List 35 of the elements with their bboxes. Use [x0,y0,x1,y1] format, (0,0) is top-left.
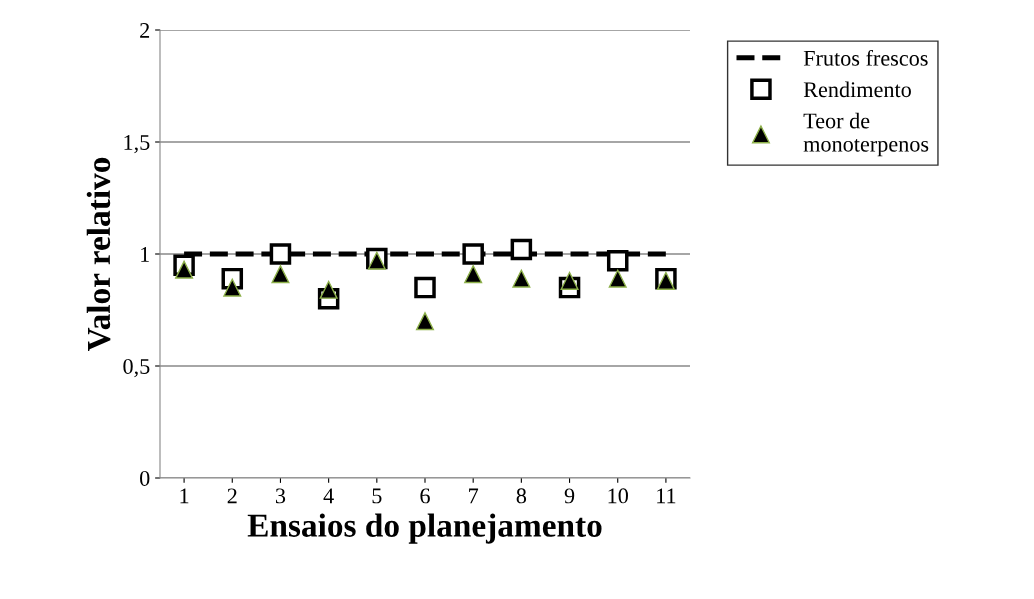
point [464,265,483,284]
x-tick-label: 7 [469,488,479,504]
x-tick-label: 11 [657,488,676,504]
x-tick-label: 6 [420,488,430,504]
x-tick-label: 8 [516,488,527,504]
y-tick-label: 2 [140,22,150,38]
x-tick-label: 2 [227,488,237,504]
point [608,269,627,288]
x-axis-title: Ensaios do planejamento [247,513,602,544]
x-tick-label: 9 [564,488,575,504]
point [510,238,533,261]
point [415,312,435,331]
x-tick-label: 10 [608,488,628,504]
point [269,243,292,265]
y-tick-label: 0 [140,470,150,486]
x-tick-label: 3 [275,488,286,504]
x-tick-label: 1 [180,488,189,504]
x-tick-label: 5 [372,488,382,504]
point [606,249,629,272]
point [512,269,531,288]
legend-label: Rendimento [803,81,911,98]
point [175,260,194,279]
y-tick-label: 1 [141,247,149,262]
point [462,243,484,265]
point [414,276,436,299]
legend-label: Teor de monoterpenos [803,112,929,157]
y-tick-label: 1,5 [124,135,150,154]
point [223,278,242,297]
y-tick-label: 0,5 [123,358,150,378]
point [560,271,579,290]
point [319,280,338,299]
y-axis-title: Valor relativo [86,157,111,352]
point [271,265,290,284]
legend-label: Frutos frescos [803,49,928,66]
x-tick-label: 4 [323,488,334,504]
